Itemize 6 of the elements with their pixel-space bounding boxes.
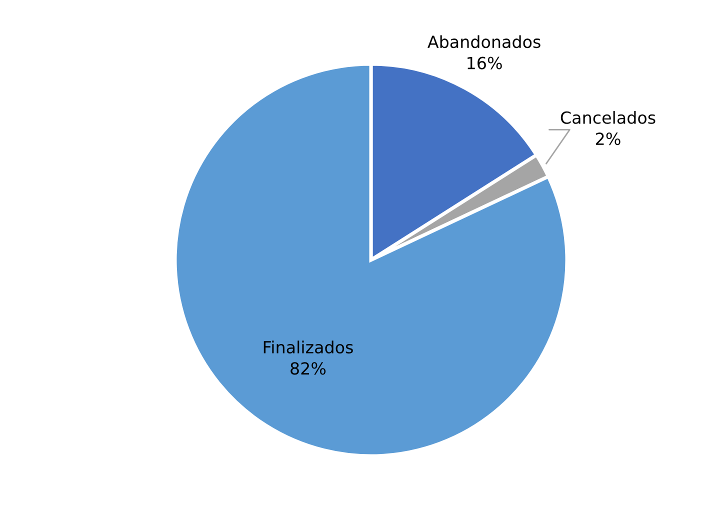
slice-label: Abandonados bbox=[428, 35, 540, 48]
data-label: 2% bbox=[596, 132, 620, 146]
slice-label: Cancelados bbox=[560, 111, 656, 124]
data-label: 82% bbox=[290, 362, 326, 375]
data-label: 16% bbox=[468, 56, 502, 70]
slice-label: Finalizados bbox=[264, 340, 353, 354]
